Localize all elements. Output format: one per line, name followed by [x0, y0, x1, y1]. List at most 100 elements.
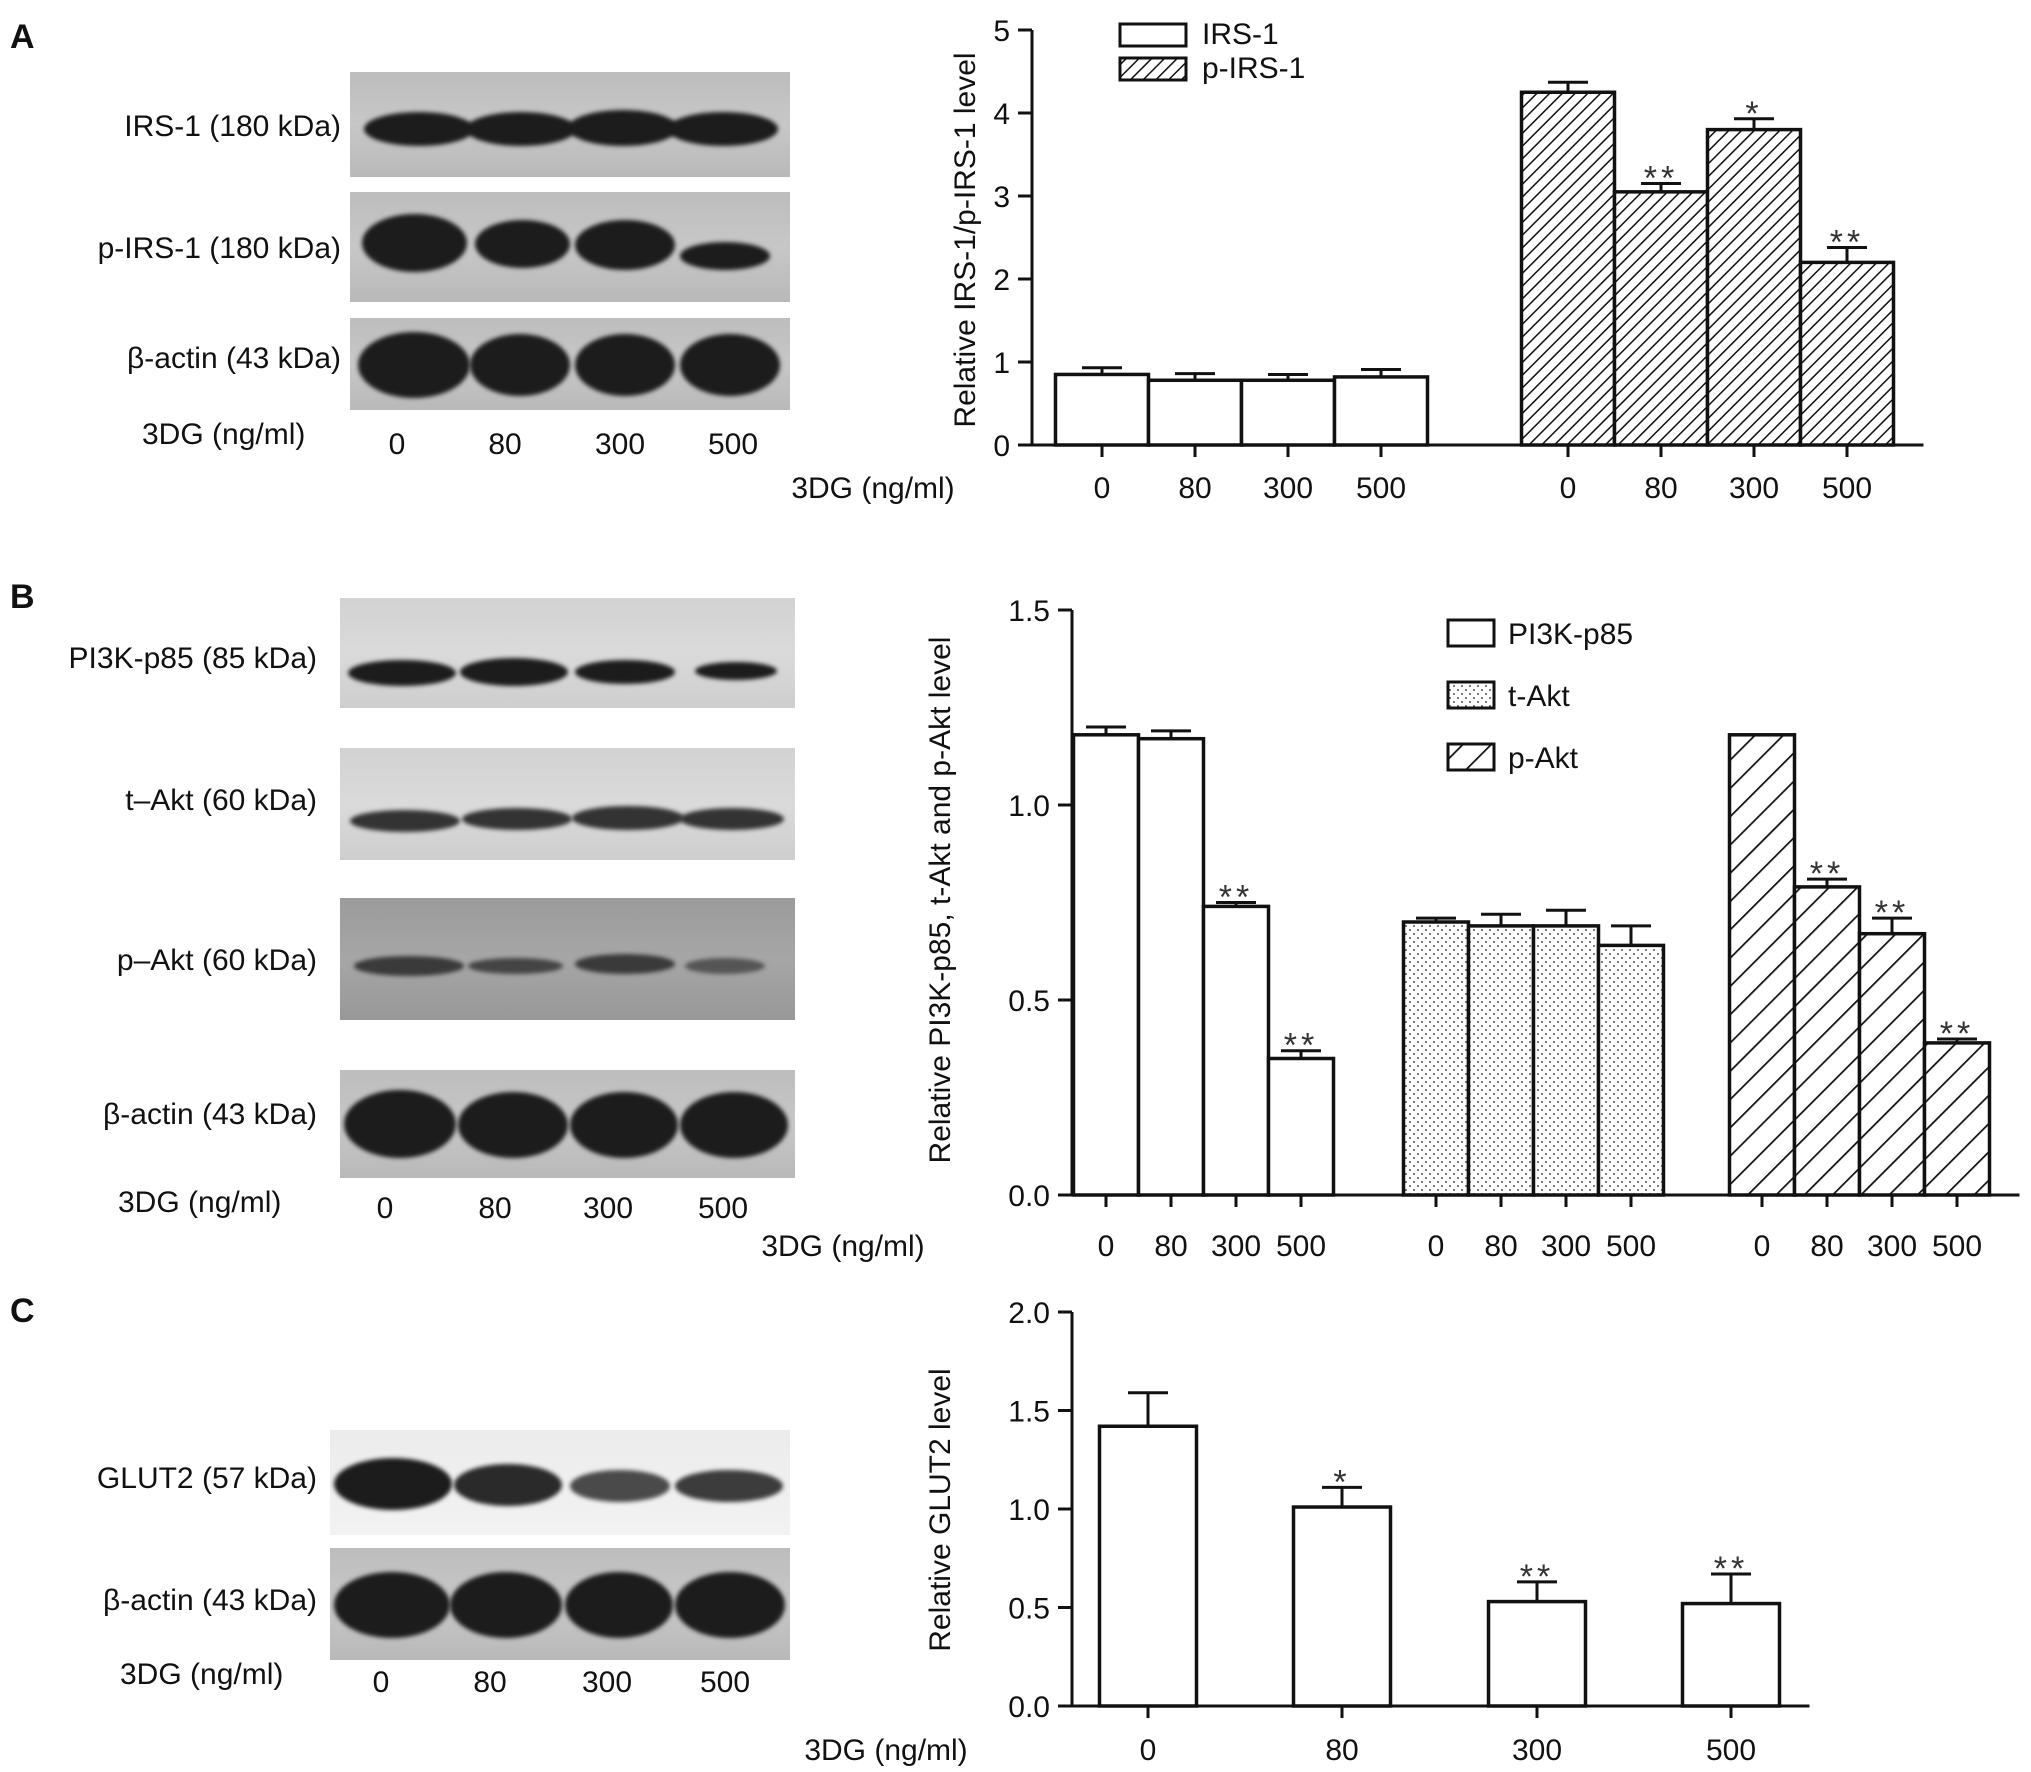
- significance-marker: *: [1333, 1463, 1350, 1501]
- x-tick-label: 300: [1512, 1734, 1562, 1767]
- x-tick-label: 300: [1729, 472, 1779, 505]
- lane-label: 0: [376, 1192, 394, 1225]
- x-tick-label: 80: [1154, 1230, 1187, 1263]
- blot-band: [675, 1572, 785, 1638]
- significance-marker: **: [1810, 855, 1844, 893]
- y-tick-label: 0.5: [1008, 985, 1050, 1018]
- x-tick-label: 500: [1822, 472, 1872, 505]
- bar: [1612, 190, 1710, 447]
- blot-band: [470, 334, 570, 396]
- bar: [1727, 733, 1797, 1197]
- blot-label: β-actin (43 kDa): [127, 342, 341, 375]
- western-blot-image: [340, 748, 795, 860]
- y-tick-label: 2: [993, 264, 1010, 297]
- x-tick-label: 500: [1356, 472, 1406, 505]
- y-tick-label: 1: [993, 347, 1010, 380]
- y-tick-label: 5: [993, 15, 1010, 48]
- legend-label: PI3K-p85: [1508, 618, 1633, 651]
- x-tick-label: 500: [1932, 1230, 1982, 1263]
- western-blot-image: [330, 1430, 790, 1535]
- western-blot-image: [340, 1070, 795, 1178]
- blot-band: [344, 1090, 456, 1158]
- dose-axis-title: 3DG (ng/ml): [118, 1186, 282, 1219]
- blot-band: [680, 808, 784, 830]
- bar: [1201, 904, 1271, 1197]
- western-blot-image: [340, 898, 795, 1020]
- western-blot-image: [350, 318, 790, 410]
- y-tick-label: 3: [993, 181, 1010, 214]
- blot-label: PI3K-p85 (85 kDa): [68, 642, 317, 675]
- blot-band: [575, 954, 675, 974]
- x-tick-label: 0: [1560, 472, 1577, 505]
- legend-label: p-IRS-1: [1202, 52, 1305, 85]
- x-tick-label: 300: [1541, 1230, 1591, 1263]
- lane-label: 300: [582, 1192, 634, 1225]
- blot-band: [575, 334, 675, 396]
- legend-label: t-Akt: [1508, 680, 1570, 713]
- blot-band: [680, 334, 780, 396]
- blot-band: [568, 110, 678, 146]
- lane-label: 300: [581, 1666, 633, 1699]
- y-tick-label: 1.0: [1008, 1494, 1050, 1527]
- blot-band: [565, 1572, 673, 1638]
- legend-swatch: [1446, 680, 1496, 710]
- lane-label: 0: [372, 1666, 390, 1699]
- lane-label: 500: [699, 1666, 751, 1699]
- significance-marker: **: [1219, 879, 1253, 917]
- blot-band: [475, 220, 570, 268]
- x-axis-title: 3DG (ng/ml): [791, 472, 954, 505]
- x-tick-label: 80: [1810, 1230, 1843, 1263]
- lane-label: 500: [697, 1192, 749, 1225]
- blot-band: [668, 112, 778, 146]
- legend-label: IRS-1: [1202, 18, 1279, 51]
- blot-band: [466, 112, 576, 146]
- bar: [1922, 1041, 1992, 1197]
- panel-letter-a: A: [10, 18, 35, 56]
- bar: [1705, 127, 1803, 447]
- blot-band: [572, 806, 684, 830]
- blot-band: [680, 1092, 788, 1158]
- blot-band: [458, 1092, 568, 1158]
- legend-swatch: [1446, 742, 1496, 772]
- blot-label: β-actin (43 kDa): [103, 1098, 317, 1131]
- dose-axis-title: 3DG (ng/ml): [142, 418, 306, 451]
- bar: [1146, 378, 1244, 447]
- bar: [1053, 372, 1151, 447]
- western-blot-image: [330, 1548, 790, 1660]
- y-tick-label: 0.0: [1008, 1691, 1050, 1724]
- significance-marker: *: [1745, 95, 1762, 133]
- blot-band: [334, 1572, 450, 1638]
- panel-letter-b: B: [10, 578, 35, 616]
- x-tick-label: 500: [1276, 1230, 1326, 1263]
- bar: [1792, 885, 1862, 1197]
- blot-band: [468, 958, 563, 974]
- blot-band: [460, 658, 568, 686]
- blot-band: [570, 1092, 678, 1158]
- y-axis-title: Relative PI3K-p85, t-Akt and p-Akt level: [924, 637, 957, 1164]
- western-blot-image: [340, 598, 795, 708]
- x-axis-title: 3DG (ng/ml): [804, 1734, 967, 1767]
- significance-marker: **: [1940, 1015, 1974, 1053]
- blot-band: [348, 660, 456, 686]
- x-tick-label: 300: [1263, 472, 1313, 505]
- blot-band: [358, 332, 470, 398]
- blot-label: GLUT2 (57 kDa): [96, 1462, 317, 1495]
- bar: [1291, 1505, 1393, 1708]
- blot-label: β-actin (43 kDa): [103, 1584, 317, 1617]
- lane-label: 500: [707, 428, 759, 461]
- x-tick-label: 80: [1644, 472, 1677, 505]
- bar: [1531, 924, 1601, 1197]
- blot-band: [695, 662, 777, 680]
- x-axis-title: 3DG (ng/ml): [761, 1230, 924, 1263]
- panel-letter-c: C: [10, 1292, 35, 1330]
- bar: [1239, 378, 1337, 447]
- blot-band: [575, 220, 675, 270]
- western-blot-image: [350, 72, 790, 177]
- y-axis-title: Relative GLUT2 level: [924, 1368, 957, 1651]
- blot-label: IRS-1 (180 kDa): [124, 110, 341, 143]
- bar: [1332, 375, 1430, 447]
- bar: [1266, 1056, 1336, 1197]
- x-tick-label: 0: [1140, 1734, 1157, 1767]
- significance-marker: **: [1875, 894, 1909, 932]
